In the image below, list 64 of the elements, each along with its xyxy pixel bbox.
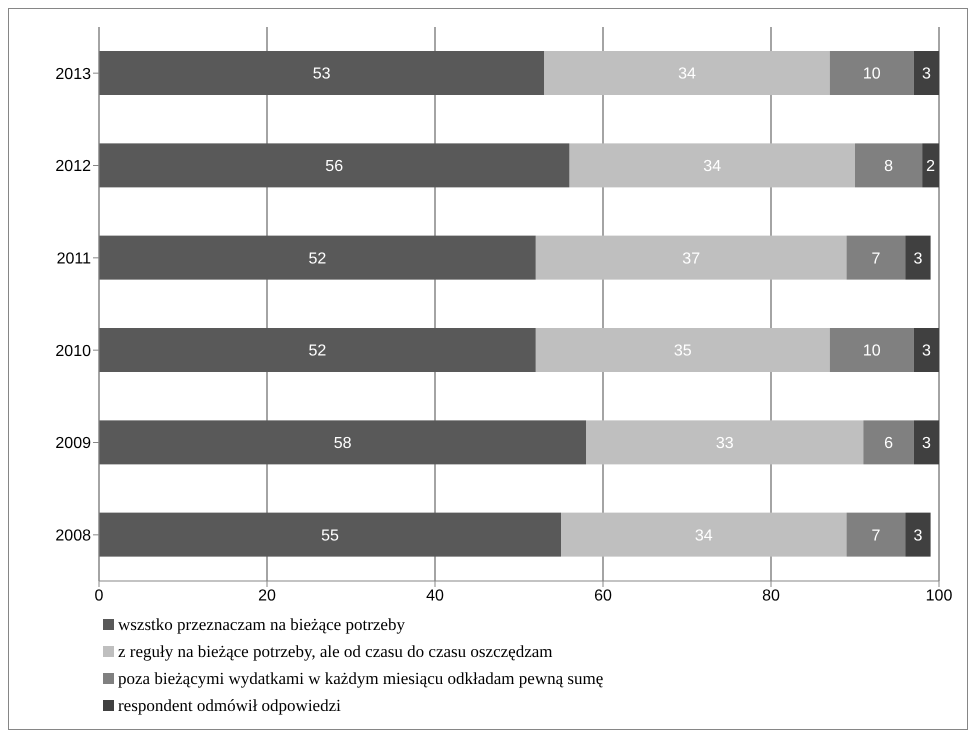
data-label: 2 <box>926 158 936 176</box>
bar <box>863 420 914 464</box>
bar <box>586 420 864 464</box>
y-tick-label: 2011 <box>56 250 92 268</box>
bar <box>922 143 939 188</box>
bar <box>544 51 830 95</box>
y-tick-label: 2013 <box>55 66 92 83</box>
data-label: 6 <box>884 435 894 452</box>
data-label: 55 <box>321 527 339 544</box>
bar <box>561 512 847 557</box>
data-label: 52 <box>308 342 326 360</box>
data-label: 7 <box>872 527 881 544</box>
bar <box>914 420 939 464</box>
data-label: 33 <box>716 435 734 452</box>
bar <box>905 236 931 280</box>
y-tick-label: 2010 <box>55 342 92 360</box>
data-label: 3 <box>914 527 923 544</box>
data-label: 3 <box>922 435 931 452</box>
bar <box>914 328 939 372</box>
x-tick-label: 0 <box>94 587 104 604</box>
y-tick-label: 2008 <box>55 528 92 545</box>
legend-label: wszstko przeznaczam na bieżące potrzeby <box>118 614 405 636</box>
bar <box>99 236 536 280</box>
data-label: 10 <box>862 342 881 360</box>
bar <box>569 143 855 188</box>
bar <box>830 51 914 95</box>
data-label: 37 <box>682 250 700 268</box>
data-label: 34 <box>678 66 696 83</box>
data-label: 34 <box>703 158 722 176</box>
data-label: 3 <box>914 250 923 268</box>
bar <box>536 236 847 280</box>
data-label: 7 <box>872 250 881 268</box>
data-label: 35 <box>674 342 692 360</box>
data-label: 58 <box>334 435 352 452</box>
data-label: 52 <box>308 250 326 268</box>
bar <box>99 328 536 372</box>
bar <box>846 236 906 280</box>
data-label: 3 <box>922 342 931 360</box>
bar <box>536 328 830 372</box>
bar <box>914 51 939 95</box>
data-label: 8 <box>884 158 894 176</box>
legend-label: respondent odmówił odpowiedzi <box>118 695 341 717</box>
x-tick-label: 100 <box>926 587 952 604</box>
legend-label: poza bieżącymi wydatkami w każdym miesiącu odkładam pewną sumę <box>118 668 604 690</box>
bar <box>99 512 561 557</box>
data-label: 56 <box>325 158 344 176</box>
bar <box>846 512 906 557</box>
x-tick-label: 60 <box>594 587 612 604</box>
bar <box>830 328 914 372</box>
x-tick-label: 20 <box>258 587 276 604</box>
data-label: 53 <box>312 66 331 83</box>
y-tick-label: 2012 <box>55 158 92 176</box>
data-label: 34 <box>694 527 713 544</box>
data-label: 3 <box>922 66 931 83</box>
data-label: 10 <box>862 66 881 83</box>
bar <box>855 143 922 188</box>
x-tick-label: 80 <box>762 587 780 604</box>
bar <box>99 51 544 95</box>
x-tick-label: 40 <box>426 587 444 604</box>
bar <box>99 143 570 188</box>
y-tick-label: 2009 <box>55 435 92 452</box>
bar <box>99 420 586 464</box>
legend-label: z reguły na bieżące potrzeby, ale od czasu do czasu oszczędzam <box>118 641 553 663</box>
bar <box>905 512 931 557</box>
